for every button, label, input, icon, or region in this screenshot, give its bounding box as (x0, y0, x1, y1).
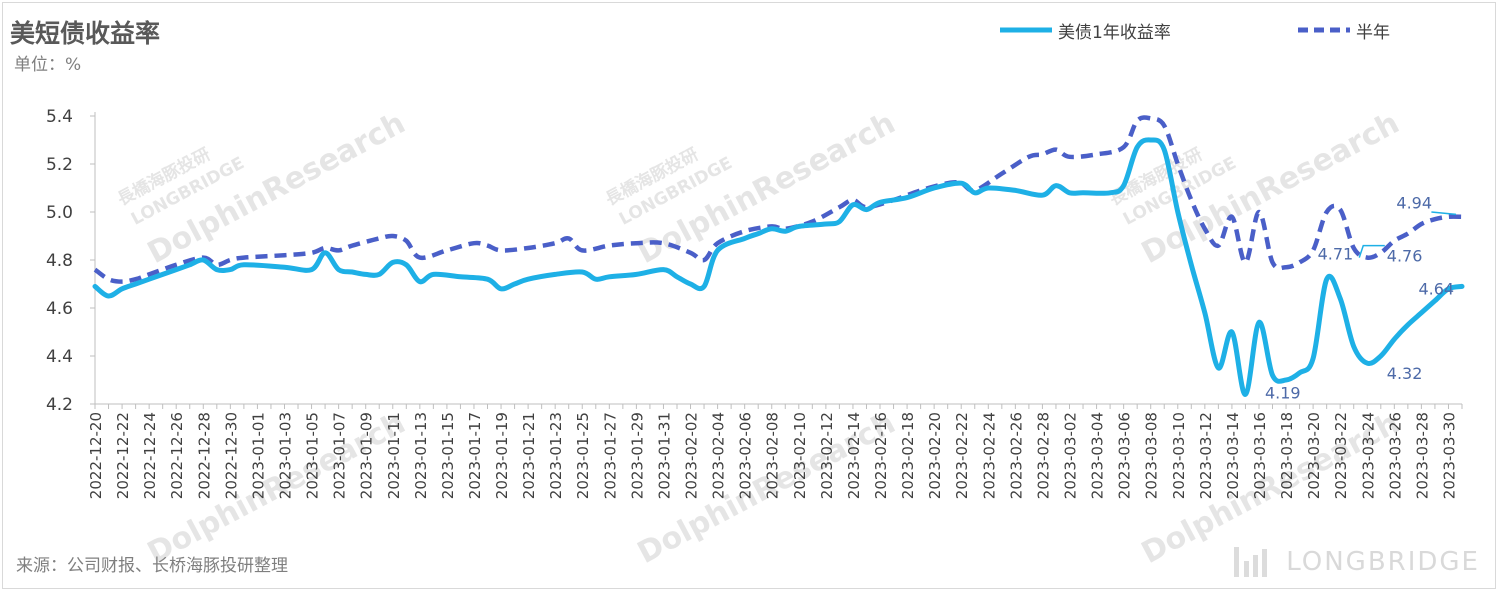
corner-brand-text: LONGBRIDGE (1286, 547, 1480, 577)
x-tick-label: 2023-03-06 (1116, 412, 1134, 499)
legend-label-6m: 半年 (1356, 22, 1390, 43)
x-tick-label: 2023-02-12 (818, 412, 836, 499)
y-tick-label: 4.4 (46, 347, 73, 367)
x-tick-label: 2023-02-20 (926, 412, 944, 499)
x-tick-label: 2023-02-10 (791, 412, 809, 499)
x-tick-label: 2023-01-05 (304, 412, 322, 499)
x-tick-label: 2022-12-30 (222, 412, 240, 499)
data-label: 4.76 (1387, 247, 1423, 266)
legend-solid-swatch (1000, 27, 1052, 33)
x-tick-label: 2023-03-12 (1197, 412, 1215, 499)
y-tick-label: 5.4 (46, 107, 73, 127)
x-tick-label: 2022-12-24 (141, 412, 159, 499)
x-tick-label: 2023-03-20 (1305, 412, 1323, 499)
x-tick-label: 2023-03-08 (1143, 412, 1161, 499)
y-tick-label: 5.0 (46, 203, 73, 223)
x-tick-label: 2023-02-26 (1007, 412, 1025, 499)
corner-brand: LONGBRIDGE (1234, 547, 1480, 577)
x-tick-label: 2023-03-24 (1359, 412, 1377, 499)
x-tick-label: 2023-03-18 (1278, 412, 1296, 499)
x-tick-label: 2023-03-14 (1224, 412, 1242, 499)
x-tick-label: 2023-02-04 (710, 412, 728, 499)
x-tick-label: 2023-01-09 (358, 412, 376, 499)
legend-dashed-swatch (1298, 27, 1350, 33)
x-tick-label: 2023-01-27 (601, 412, 619, 499)
data-label: 4.64 (1418, 279, 1454, 298)
x-tick-label: 2023-02-22 (953, 412, 971, 499)
legend-label-1y: 美债1年收益率 (1058, 22, 1171, 43)
y-tick-label: 4.2 (46, 395, 73, 415)
x-tick-label: 2023-03-10 (1170, 412, 1188, 499)
unit-label: 单位：% (14, 55, 82, 75)
x-tick-label: 2022-12-26 (168, 412, 186, 499)
x-tick-label: 2023-03-22 (1332, 412, 1350, 499)
data-label: 4.71 (1318, 245, 1354, 264)
x-tick-label: 2023-02-18 (899, 412, 917, 499)
x-tick-label: 2023-01-01 (249, 412, 267, 499)
x-tick-label: 2023-01-17 (466, 412, 484, 499)
x-tick-label: 2023-02-06 (737, 412, 755, 499)
y-tick-label: 4.6 (46, 299, 73, 319)
x-tick-label: 2023-03-02 (1061, 412, 1079, 499)
y-tick-label: 5.2 (46, 155, 73, 175)
series-line-6m (93, 115, 1463, 284)
leader-line (1431, 211, 1457, 216)
x-tick-label: 2023-01-29 (628, 412, 646, 499)
x-tick-label: 2023-03-16 (1251, 412, 1269, 499)
x-tick-label: 2023-01-03 (276, 412, 294, 499)
x-tick-label: 2023-01-25 (574, 412, 592, 499)
legend-item-1y: 美债1年收益率 (1000, 18, 1171, 43)
x-tick-label: 2023-03-26 (1386, 412, 1404, 499)
series-layer (92, 115, 1465, 397)
x-tick-label: 2023-01-31 (655, 412, 673, 499)
x-tick-label: 2023-01-23 (547, 412, 565, 499)
x-tick-label: 2023-02-02 (683, 412, 701, 499)
x-tick-label: 2023-01-21 (520, 412, 538, 499)
y-axis: 4.2 4.4 4.6 4.8 5.0 5.2 5.4 (46, 107, 96, 415)
x-tick-label: 2023-01-19 (493, 412, 511, 499)
data-label: 4.19 (1265, 383, 1301, 402)
x-tick-label: 2023-01-07 (331, 412, 349, 499)
x-tick-label: 2023-02-08 (764, 412, 782, 499)
legend-item-6m: 半年 (1298, 18, 1390, 43)
x-tick-label: 2023-01-11 (385, 412, 403, 499)
x-tick-label: 2022-12-22 (114, 412, 132, 499)
y-tick-label: 4.8 (46, 251, 73, 271)
x-tick-label: 2023-03-04 (1089, 412, 1107, 499)
x-tick-label: 2023-03-30 (1440, 412, 1458, 499)
x-tick-label: 2023-02-16 (872, 412, 890, 499)
annotation-layer: 4.19 4.71 4.32 4.64 4.76 4.94 (1265, 193, 1457, 402)
bars-logo-icon (1234, 547, 1268, 577)
x-tick-label: 2023-01-15 (439, 412, 457, 499)
series-line-1y (92, 137, 1465, 397)
x-tick-label: 2023-02-14 (845, 412, 863, 499)
x-tick-label: 2023-02-24 (980, 412, 998, 499)
x-tick-label: 2022-12-20 (87, 412, 105, 499)
x-tick-label: 2023-02-28 (1034, 412, 1052, 499)
data-label: 4.32 (1387, 364, 1423, 383)
x-tick-label: 2023-01-13 (412, 412, 430, 499)
leader-line (1358, 244, 1385, 258)
source-note: 来源：公司财报、长桥海豚投研整理 (16, 556, 288, 576)
x-tick-label: 2022-12-28 (195, 412, 213, 499)
x-axis: 2022-12-20 2022-12-22 2022-12-24 2022-12-26… (87, 403, 1463, 499)
data-label: 4.94 (1396, 193, 1432, 212)
x-tick-label: 2023-03-28 (1413, 412, 1431, 499)
chart-title: 美短债收益率 (10, 19, 161, 48)
